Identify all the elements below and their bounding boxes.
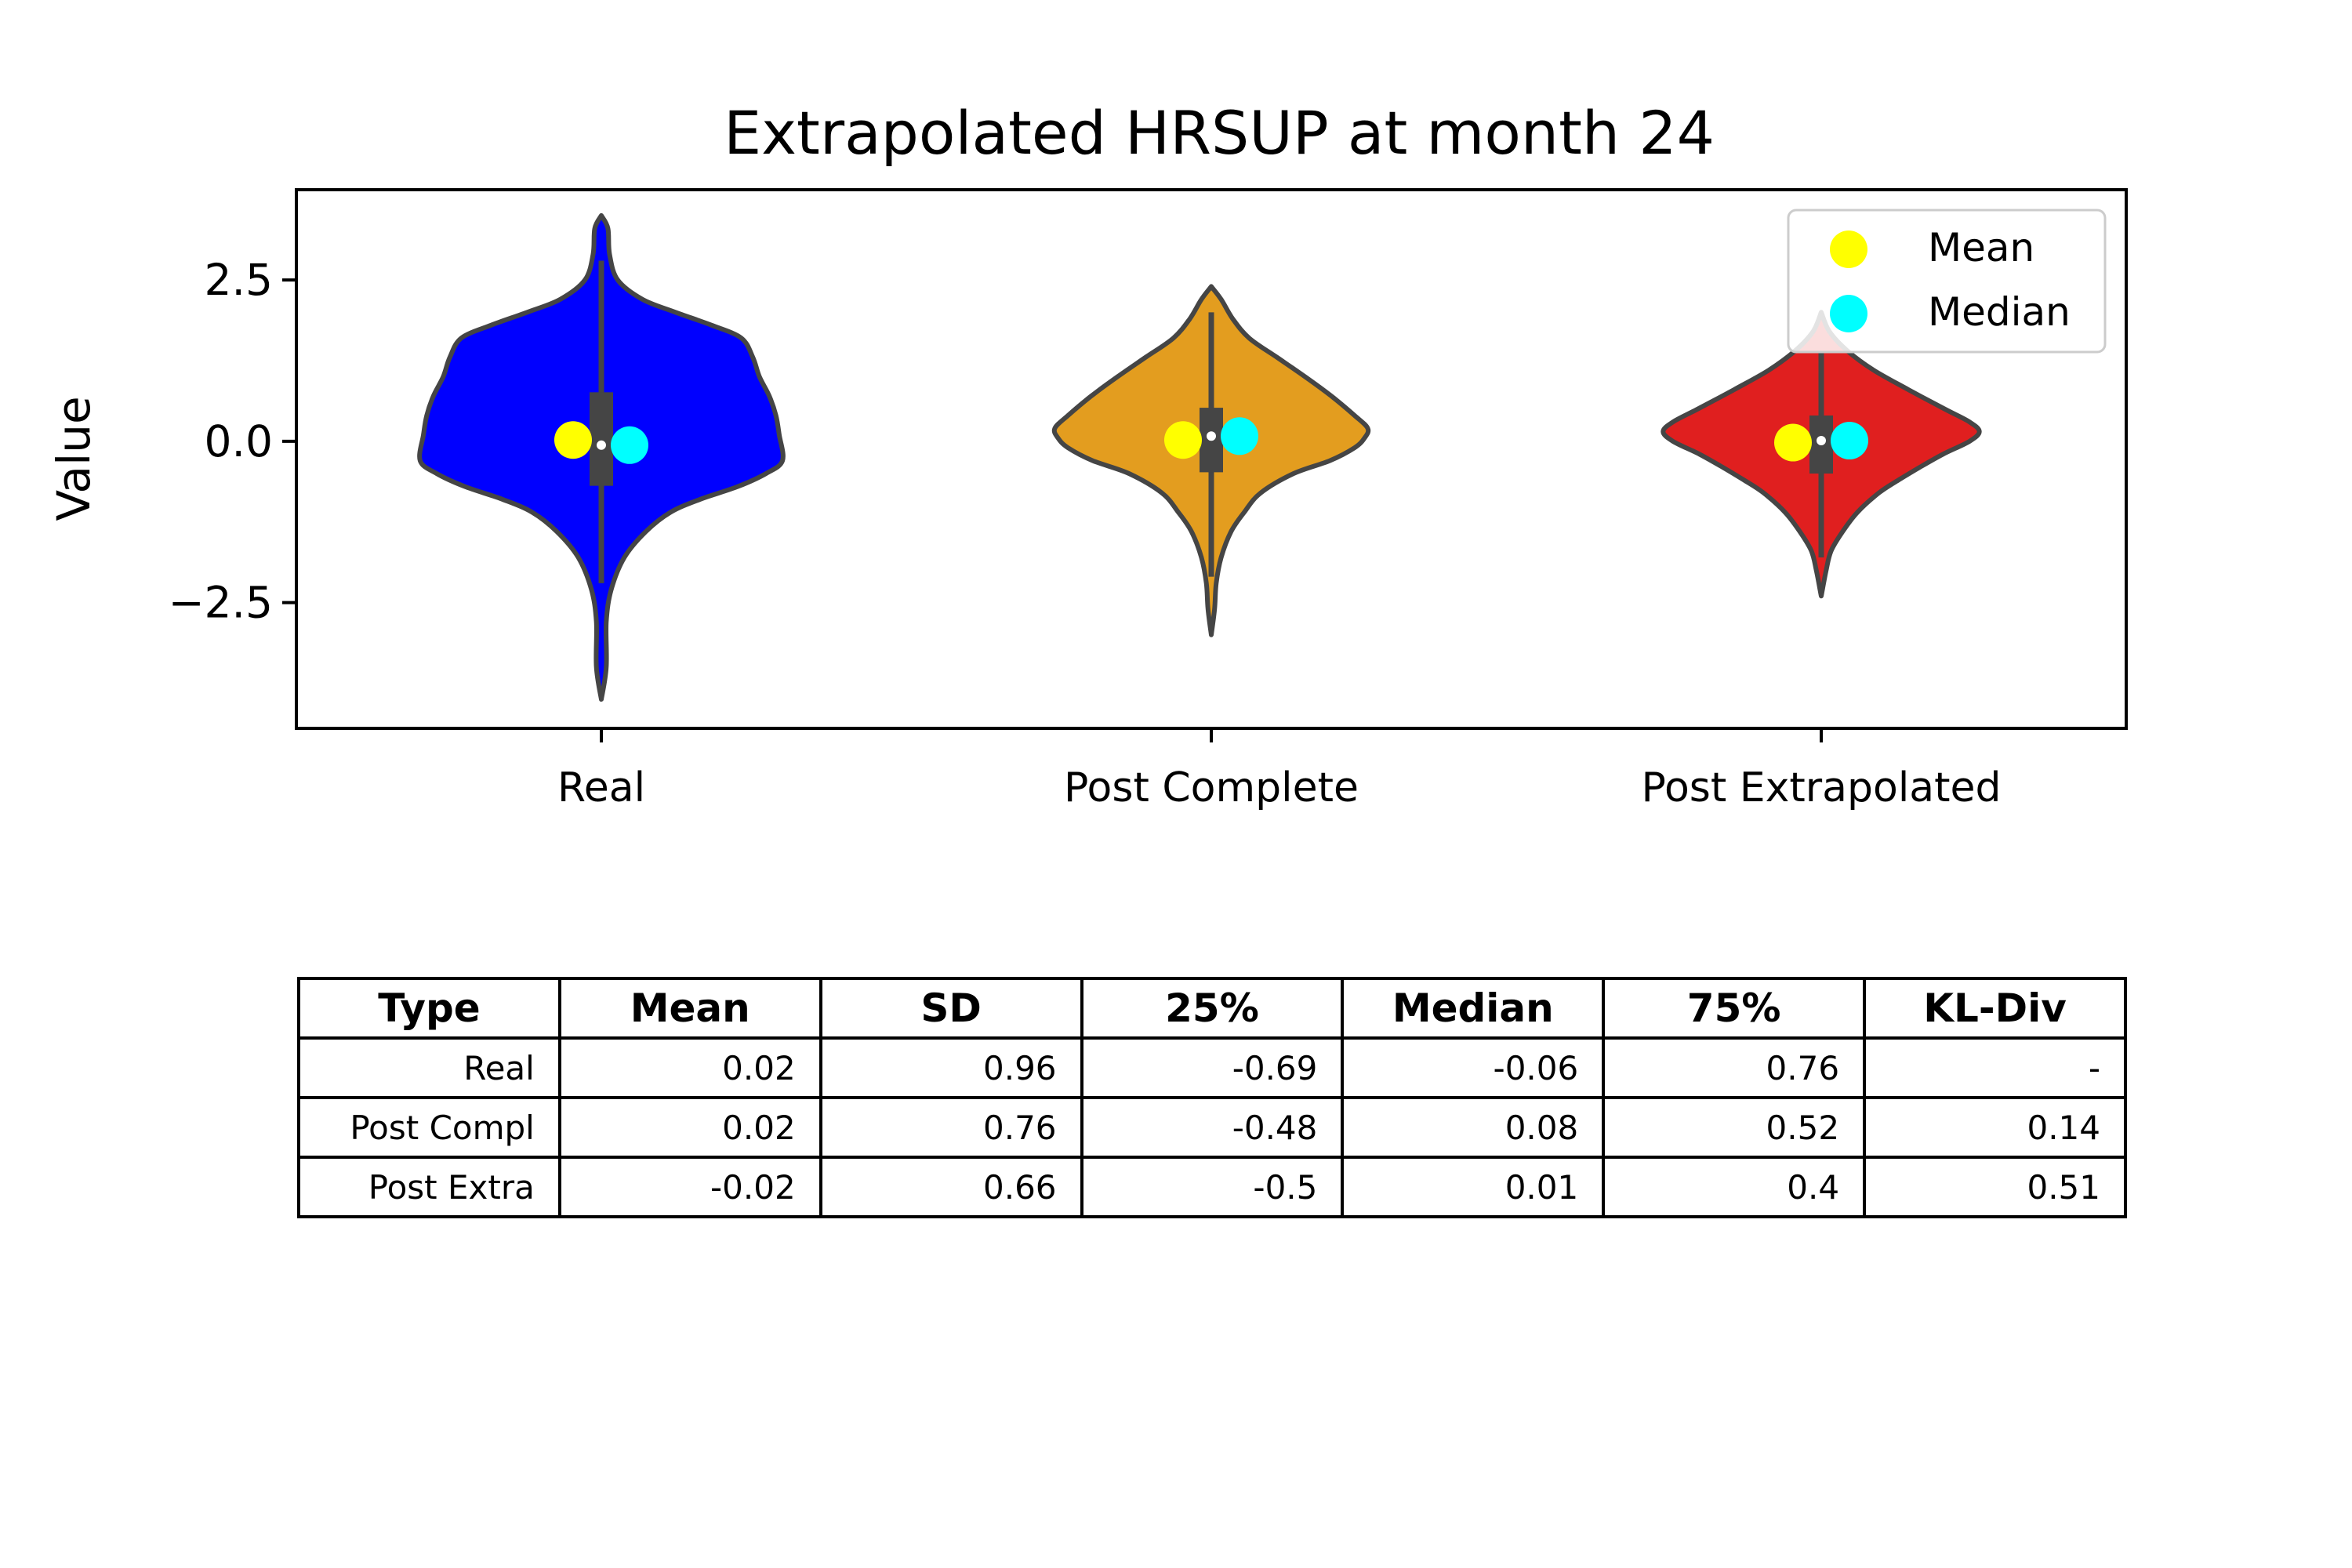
y-tick-label: −2.5 — [168, 578, 273, 628]
table-row: Post Extra -0.02 0.66 -0.5 0.01 0.4 0.51 — [297, 1156, 2127, 1218]
table-cell: 0.66 — [818, 1156, 1083, 1218]
mean-marker-real — [554, 421, 592, 459]
x-tick-label: Real — [557, 764, 645, 811]
table-cell: 0.02 — [557, 1036, 822, 1099]
table-cell: - — [1863, 1036, 2127, 1099]
table-cell: Post Extra — [297, 1156, 561, 1218]
mean-marker-post-extrapolated — [1774, 423, 1812, 462]
violin-median-dot-real — [597, 440, 606, 450]
table-cell: -0.69 — [1080, 1036, 1345, 1099]
legend-mean-label: Mean — [1928, 225, 2034, 270]
violin-median-dot-post-complete — [1207, 431, 1216, 441]
y-tick-label: 0.0 — [205, 416, 273, 466]
table-cell: 0.52 — [1602, 1096, 1867, 1159]
table-cell: -0.5 — [1080, 1156, 1345, 1218]
table-cell: 0.02 — [557, 1096, 822, 1159]
header-median: Median — [1341, 977, 1606, 1040]
table-cell: 0.01 — [1341, 1156, 1606, 1218]
table-cell: -0.48 — [1080, 1096, 1345, 1159]
table-row: Post Compl 0.02 0.76 -0.48 0.08 0.52 0.1… — [297, 1096, 2127, 1159]
y-tick-label: 2.5 — [205, 255, 273, 305]
x-axis: Real Post Complete Post Extrapolated — [557, 728, 2002, 811]
table-cell: 0.08 — [1341, 1096, 1606, 1159]
median-marker-post-extrapolated — [1831, 422, 1868, 460]
table-row: Real 0.02 0.96 -0.69 -0.06 0.76 - — [297, 1036, 2127, 1099]
table-cell: 0.51 — [1863, 1156, 2127, 1218]
violins-group — [417, 212, 1982, 702]
mean-marker-post-complete — [1164, 421, 1202, 459]
table-cell: 0.96 — [818, 1036, 1083, 1099]
violin-iqr-box-real — [590, 392, 613, 486]
legend-median-marker — [1830, 295, 1867, 332]
header-25pct: 25% — [1080, 977, 1345, 1040]
header-type: Type — [297, 977, 561, 1040]
header-kl-div: KL-Div — [1863, 977, 2127, 1040]
median-marker-post-complete — [1221, 417, 1258, 456]
header-mean: Mean — [557, 977, 822, 1040]
violin-median-dot-post-extrapolated — [1817, 436, 1826, 446]
legend: Mean Median — [1787, 209, 2107, 354]
legend-box — [1787, 209, 2107, 354]
legend-mean-marker — [1830, 230, 1867, 268]
table-cell: Post Compl — [297, 1096, 561, 1159]
y-axis-label: Value — [47, 396, 100, 521]
table-cell: 0.14 — [1863, 1096, 2127, 1159]
chart-title: Extrapolated HRSUP at month 24 — [724, 98, 1715, 168]
table-cell: -0.06 — [1341, 1036, 1606, 1099]
table-cell: 0.4 — [1602, 1156, 1867, 1218]
x-tick-label: Post Complete — [1064, 764, 1359, 811]
legend-median-label: Median — [1928, 289, 2071, 335]
markers-group — [554, 417, 1868, 464]
x-tick-label: Post Extrapolated — [1641, 764, 2001, 811]
table-cell: 0.76 — [818, 1096, 1083, 1159]
header-75pct: 75% — [1602, 977, 1867, 1040]
median-marker-real — [611, 426, 648, 464]
table-header-row: Type Mean SD 25% Median 75% KL-Div — [297, 977, 2127, 1040]
header-sd: SD — [818, 977, 1083, 1040]
table-cell: Real — [297, 1036, 561, 1099]
y-axis: 2.5 0.0 −2.5 — [168, 255, 296, 628]
stats-table: Type Mean SD 25% Median 75% KL-Div Real … — [297, 977, 2127, 1218]
table-cell: 0.76 — [1602, 1036, 1867, 1099]
table-cell: -0.02 — [557, 1156, 822, 1218]
